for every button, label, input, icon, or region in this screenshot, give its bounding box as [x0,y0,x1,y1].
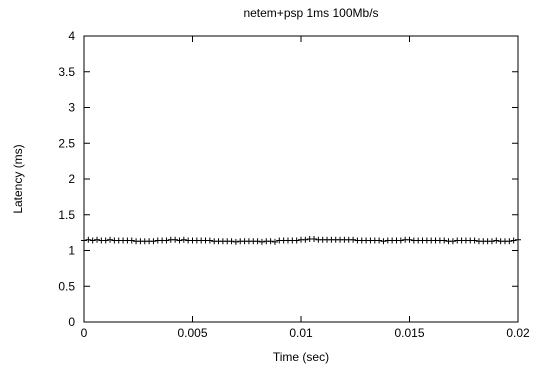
y-axis-label: Latency (ms) [11,144,25,213]
data-point [163,237,170,244]
x-tick-label: 0.015 [394,326,424,340]
data-point [258,238,265,245]
x-tick-label: 0 [81,326,88,340]
data-point [232,238,239,245]
data-point [302,236,309,243]
data-point [89,237,96,244]
data-point [128,237,135,244]
data-point [471,237,478,244]
plot-frame [83,35,519,323]
data-point [449,238,456,245]
chart-title: netem+psp 1ms 100Mb/s [243,6,378,20]
data-point [510,237,517,244]
data-point [380,238,387,245]
data-point [376,237,383,244]
data-point [506,238,513,245]
data-point [293,237,300,244]
data-point [271,238,278,245]
data-point [311,236,318,243]
x-tick-label: 0.005 [177,326,207,340]
y-tick-label: 1 [68,244,75,258]
x-axis-label: Time (sec) [273,350,329,364]
axis-ticks: 0 0.005 0.01 0.015 0.02 0 0.5 1 1.5 2 2.5 3 3.5 4 [58,29,530,340]
data-point [488,238,495,245]
data-point [254,238,261,245]
y-tick-label: 1.5 [58,208,75,222]
data-points [81,236,521,245]
data-point [493,237,500,244]
data-point [228,238,235,245]
data-point [180,236,187,243]
y-tick-label: 3.5 [58,65,75,79]
data-point [397,237,404,244]
y-tick-label: 2.5 [58,136,75,150]
data-point [172,236,179,243]
y-tick-label: 0 [68,315,75,329]
data-point [150,238,157,245]
data-point [85,236,92,243]
data-point [350,236,357,243]
y-tick-label: 2 [68,172,75,186]
data-point [267,238,274,245]
y-tick-label: 4 [68,29,75,43]
x-tick-label: 0.02 [506,326,530,340]
data-point [206,237,213,244]
data-point [107,236,114,243]
y-tick-label: 0.5 [58,279,75,293]
data-point [176,237,183,244]
data-point [94,236,101,243]
data-point [102,237,109,244]
data-point [406,236,413,243]
y-tick-label: 3 [68,101,75,115]
data-point [441,237,448,244]
x-tick-label: 0.01 [289,326,313,340]
